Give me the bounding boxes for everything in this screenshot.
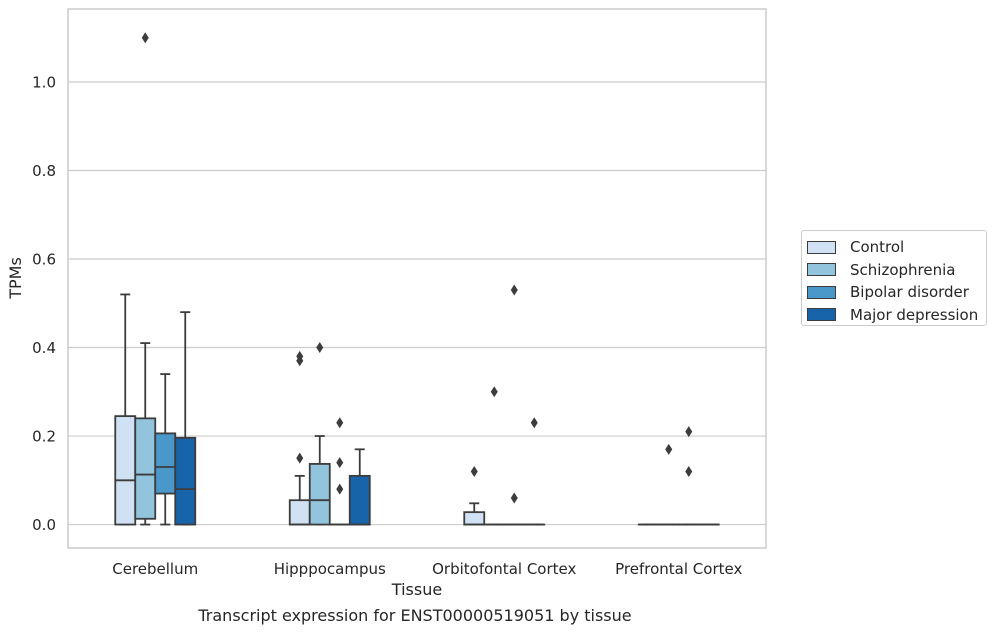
- outlier-point: [141, 32, 149, 44]
- y-tick-label: 0.8: [32, 162, 56, 180]
- box-3-1: [657, 443, 680, 526]
- legend-item-major-depression: Major depression: [807, 304, 986, 327]
- box-iqr: [463, 511, 486, 526]
- outlier-point: [530, 417, 538, 429]
- outlier-point: [490, 386, 498, 398]
- outlier-point: [665, 443, 673, 455]
- x-tick-label: Hipppocampus: [274, 560, 386, 578]
- outlier-point: [510, 492, 518, 504]
- plot-area: [114, 32, 720, 526]
- box-1-2: [328, 417, 351, 526]
- outlier-point: [336, 457, 344, 469]
- legend-label-control: Control: [850, 238, 905, 257]
- box-0-2: [154, 373, 177, 526]
- box-1-0: [288, 350, 311, 526]
- outlier-point: [685, 426, 693, 438]
- outlier-point: [685, 465, 693, 477]
- y-tick-labels: 0.0 0.2 0.4 0.6 0.8 1.0: [32, 74, 56, 535]
- box-iqr: [308, 463, 331, 526]
- x-tick-label: Prefrontal Cortex: [615, 560, 742, 578]
- legend: Control Schizophrenia Bipolar disorder M…: [801, 230, 987, 326]
- box-iqr: [174, 436, 197, 526]
- box-iqr: [348, 474, 371, 526]
- box-0-3: [174, 311, 197, 526]
- legend-item-control: Control: [807, 236, 986, 259]
- y-tick-label: 0.0: [32, 516, 56, 534]
- legend-item-schizophrenia: Schizophrenia: [807, 259, 986, 282]
- box-iqr: [288, 499, 311, 526]
- outlier-point: [336, 417, 344, 429]
- x-tick-label: Orbitofontal Cortex: [432, 560, 576, 578]
- legend-swatch-control: [807, 240, 836, 254]
- outlier-point: [296, 350, 304, 362]
- plot-frame: [67, 8, 767, 549]
- legend-label-schizophrenia: Schizophrenia: [850, 260, 956, 279]
- box-1-1: [308, 342, 331, 526]
- box-iqr: [134, 417, 157, 520]
- outlier-point: [336, 483, 344, 495]
- y-tick-label: 0.2: [32, 428, 56, 446]
- box-iqr: [154, 432, 177, 495]
- outlier-point: [296, 452, 304, 464]
- legend-label-major-depression: Major depression: [850, 305, 979, 324]
- box-1-3: [348, 448, 371, 526]
- figure-caption: Transcript expression for ENST0000051905…: [198, 606, 632, 625]
- legend-swatch-schizophrenia: [807, 263, 836, 277]
- outlier-point: [316, 342, 324, 354]
- box-2-2: [503, 284, 526, 526]
- outlier-point: [510, 284, 518, 296]
- legend-label-bipolar-disorder: Bipolar disorder: [850, 283, 969, 302]
- box-2-3: [523, 417, 546, 526]
- y-tick-label: 1.0: [32, 74, 56, 92]
- outlier-point: [470, 465, 478, 477]
- legend-item-bipolar-disorder: Bipolar disorder: [807, 281, 986, 304]
- box-0-0: [114, 293, 137, 526]
- x-tick-label: Cerebellum: [112, 560, 198, 578]
- x-tick-labels: Cerebellum Hipppocampus Orbitofontal Corte…: [112, 560, 742, 578]
- y-axis-label: TPMs: [6, 257, 25, 300]
- legend-swatch-major-depression: [807, 308, 836, 322]
- box-2-1: [483, 386, 506, 526]
- box-3-2: [677, 426, 700, 526]
- y-tick-label: 0.4: [32, 339, 56, 357]
- box-iqr: [114, 415, 137, 526]
- y-tick-label: 0.6: [32, 251, 56, 269]
- legend-swatch-bipolar-disorder: [807, 285, 836, 299]
- box-0-1: [134, 32, 157, 526]
- box-2-0: [463, 465, 486, 526]
- x-axis-label: Tissue: [391, 580, 442, 599]
